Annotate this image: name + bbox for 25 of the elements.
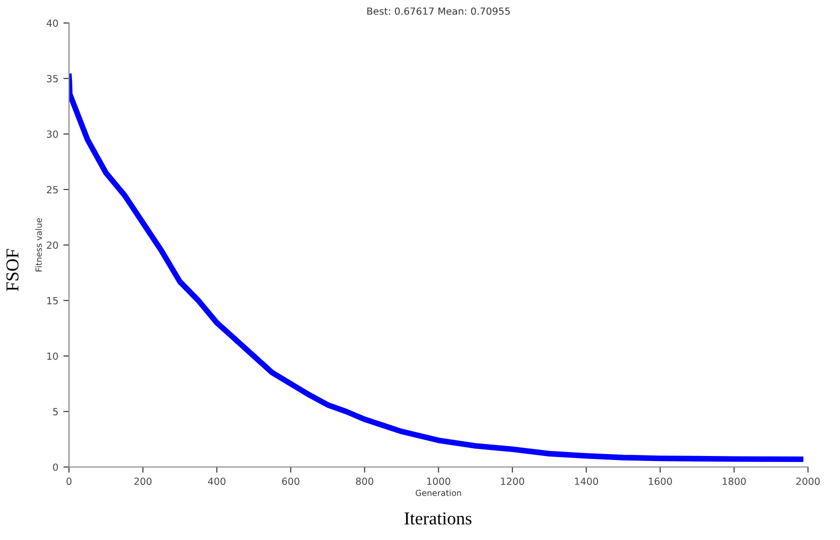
y-tick-label: 0 [53, 463, 58, 471]
y-tick-label: 30 [46, 130, 58, 138]
y-tick-label: 5 [53, 408, 58, 416]
x-tick-label: 1600 [648, 478, 672, 485]
x-tick-label: 600 [282, 478, 300, 485]
x-axis-title: Generation [416, 490, 462, 496]
x-tick-label: 1000 [427, 478, 450, 485]
x-tick-label: 400 [208, 478, 226, 485]
y-axis-title: Fitness value [35, 218, 42, 272]
x-tick-label: 1200 [501, 478, 524, 485]
x-tick-label: 1800 [722, 478, 746, 485]
chart-title: Best: 0.67617 Mean: 0.70955 [367, 7, 510, 15]
y-tick-label: 15 [47, 297, 58, 304]
x-tick-label: 0 [66, 478, 72, 485]
y-tick-label: 35 [46, 74, 58, 82]
y-tick-label: 10 [47, 352, 58, 360]
text: Iterations [404, 512, 472, 525]
x-tick-label: 800 [356, 478, 374, 485]
y-tick-label: 20 [46, 241, 58, 249]
text: FSOF [6, 249, 19, 292]
y-tick-label: 25 [46, 186, 58, 194]
x-tick-label: 2000 [796, 478, 820, 485]
y-tick-label: 40 [46, 19, 58, 27]
x-tick-label: 1400 [574, 478, 598, 485]
x-tick-label: 200 [134, 478, 152, 485]
